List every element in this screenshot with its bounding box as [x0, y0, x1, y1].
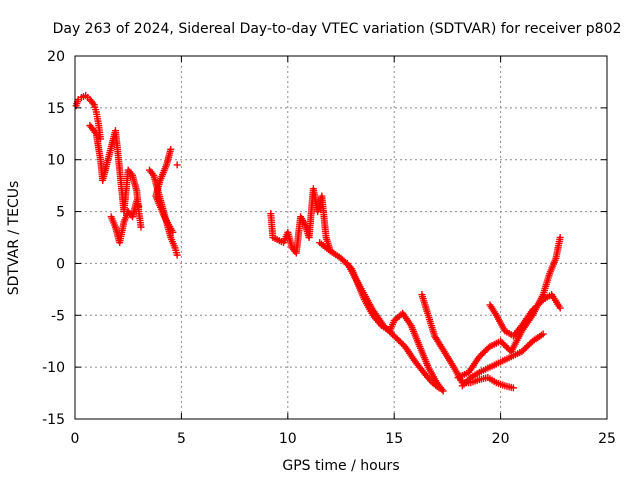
series-early-cluster-top — [72, 91, 105, 143]
data-point — [173, 251, 181, 259]
x-tick-label: 25 — [598, 431, 616, 447]
y-axis-label: SDTVAR / TECUs — [6, 181, 22, 296]
data-point — [435, 384, 443, 392]
axis-ticks — [74, 55, 608, 420]
data-point — [538, 297, 546, 305]
x-tick-label: 5 — [177, 431, 186, 447]
y-tick-label: 15 — [47, 101, 65, 117]
data-point — [135, 202, 143, 210]
y-tick-label: 20 — [47, 49, 65, 65]
data-point — [509, 384, 517, 392]
x-tick-label: 15 — [385, 431, 403, 447]
data-point — [439, 387, 447, 395]
series-descent-lower — [343, 259, 443, 392]
data-point — [539, 330, 547, 338]
series-late-arcs — [418, 291, 517, 392]
series-recovery-bottom — [458, 330, 547, 390]
chart-title: Day 263 of 2024, Sidereal Day-to-day VTE… — [53, 21, 622, 37]
data-point — [484, 344, 492, 352]
x-tick-label: 20 — [492, 431, 510, 447]
data-point — [556, 234, 564, 241]
y-tick-label: -15 — [42, 412, 65, 428]
tick-labels: 0 5 10 15 20 25 20 15 10 5 0 -5 -10 -15 — [42, 49, 616, 447]
series-arc-4h — [145, 145, 181, 259]
y-tick-label: -10 — [42, 360, 65, 376]
plot-frame — [74, 55, 608, 420]
y-tick-label: -5 — [51, 308, 65, 324]
y-tick-label: 0 — [56, 256, 65, 272]
series-early-cluster-low — [107, 197, 143, 247]
series-early-cluster-drop — [86, 121, 145, 231]
data-point — [169, 228, 177, 236]
x-tick-label: 0 — [71, 431, 80, 447]
grid — [75, 56, 607, 419]
series-recovery-upper — [486, 291, 564, 340]
data-point — [137, 223, 145, 231]
data-point — [433, 383, 441, 391]
data-point — [173, 161, 181, 169]
data-points — [72, 91, 564, 395]
series-mid-cluster — [267, 185, 334, 257]
x-axis-label: GPS time / hours — [282, 458, 399, 474]
x-tick-label: 10 — [279, 431, 297, 447]
data-point — [556, 304, 564, 312]
y-tick-label: 10 — [47, 153, 65, 169]
y-tick-label: 5 — [56, 205, 65, 221]
